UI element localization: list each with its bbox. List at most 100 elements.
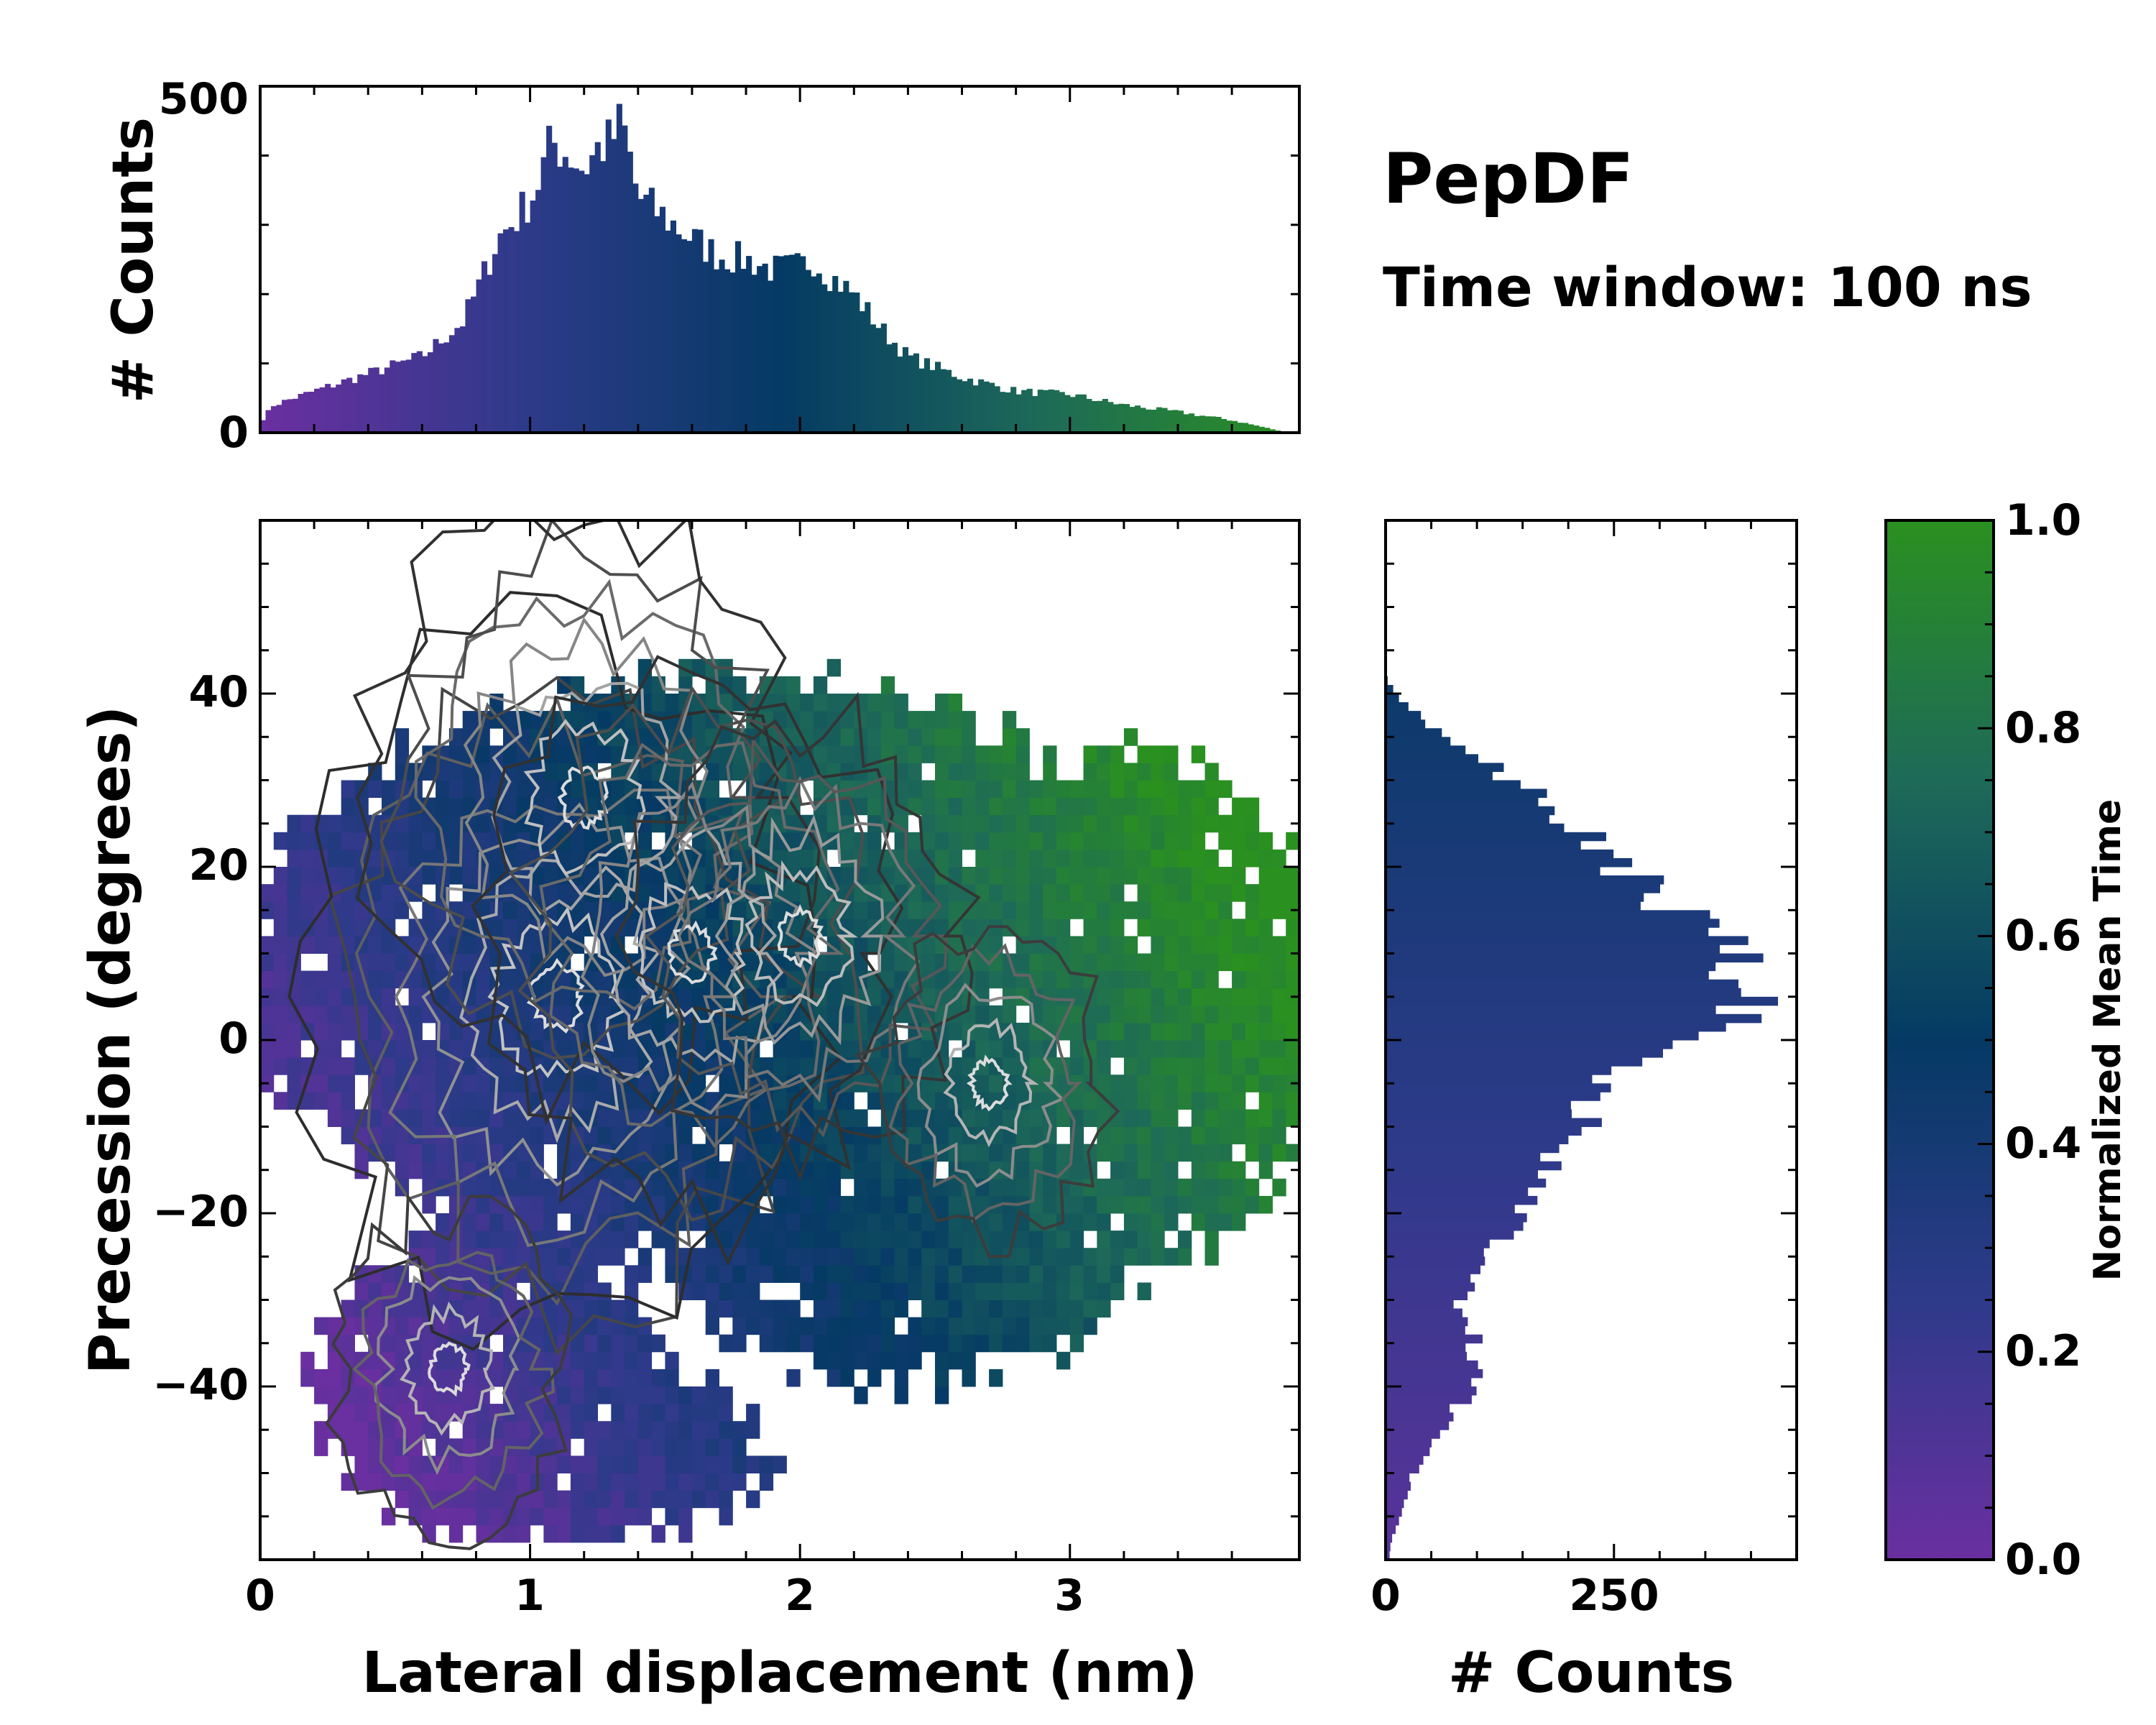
heatmap-cell — [1258, 1075, 1273, 1092]
heatmap-cell — [975, 745, 990, 763]
heatmap-cell — [719, 1300, 733, 1318]
heatmap-cell — [719, 1473, 733, 1491]
heatmap-cell — [921, 797, 936, 816]
heatmap-cell — [989, 970, 1003, 989]
top-histogram-bar — [735, 241, 742, 433]
top-histogram-bar — [379, 374, 385, 433]
heatmap-cell — [880, 1334, 895, 1353]
heatmap-cell — [1069, 1282, 1084, 1300]
heatmap-cell — [637, 658, 653, 677]
heatmap-cell — [719, 1421, 733, 1439]
heatmap-cell — [975, 867, 990, 885]
heatmap-cell — [1245, 797, 1260, 816]
top-histogram-bar — [271, 406, 277, 433]
heatmap-cell — [543, 1455, 558, 1473]
heatmap-cell — [611, 867, 625, 885]
heatmap-cell — [314, 1075, 328, 1092]
heatmap-cell — [948, 901, 962, 919]
heatmap-cell — [1029, 1178, 1044, 1197]
heatmap-cell — [557, 1248, 571, 1266]
heatmap-cell — [1272, 1022, 1286, 1041]
heatmap-cell — [1232, 1075, 1246, 1092]
heatmap-cell — [1218, 953, 1233, 972]
heatmap-contour — [463, 617, 709, 978]
heatmap-cell — [854, 1005, 868, 1024]
heatmap-cell — [908, 1057, 922, 1075]
heatmap-cell — [1151, 970, 1165, 989]
cb-tick-label-0.8: 0.8 — [2005, 703, 2081, 753]
heatmap-cell — [584, 1438, 598, 1456]
heatmap-cell — [1218, 1092, 1233, 1110]
cb-tick-label-0.2: 0.2 — [2005, 1326, 2081, 1376]
heatmap-cell — [1069, 1144, 1084, 1162]
right-histogram-bar — [1386, 1144, 1560, 1154]
heatmap-cell — [786, 676, 801, 694]
heatmap-cell — [300, 901, 315, 919]
heatmap-cell — [625, 1507, 639, 1526]
heatmap-cell — [1232, 832, 1246, 850]
heatmap-cell — [1002, 763, 1017, 781]
heatmap-cell — [773, 1317, 787, 1335]
heatmap-cell — [921, 953, 936, 972]
heatmap-cell — [840, 1195, 854, 1214]
heatmap-cell — [1029, 936, 1044, 954]
heatmap-cell — [691, 1455, 706, 1473]
heatmap-cell — [854, 1161, 868, 1179]
heatmap-cell — [557, 1404, 571, 1422]
heatmap-cell — [1178, 797, 1192, 816]
heatmap-cell — [584, 1178, 598, 1197]
heatmap-cell — [1164, 1161, 1179, 1179]
heatmap-cell — [1043, 780, 1057, 799]
heatmap-cell — [1069, 1300, 1084, 1318]
heatmap-cell — [962, 867, 976, 885]
heatmap-cell — [462, 763, 476, 781]
heatmap-cell — [436, 988, 450, 1006]
heatmap-cell — [354, 1057, 369, 1075]
heatmap-cell — [1137, 780, 1151, 799]
heatmap-cell — [935, 763, 949, 781]
top-histogram-bar — [600, 161, 607, 433]
heatmap-cell — [422, 832, 436, 850]
heatmap-cell — [462, 953, 476, 972]
heatmap-cell — [786, 1248, 801, 1266]
heatmap-cell — [1286, 970, 1299, 989]
heatmap-cell — [921, 936, 936, 954]
heatmap-cell — [800, 1126, 814, 1145]
right-histogram-bar — [1386, 962, 1716, 972]
heatmap-cell — [1002, 797, 1017, 816]
heatmap-cell — [759, 1144, 774, 1162]
heatmap-cell — [637, 1334, 653, 1353]
top-histogram-bar — [1204, 416, 1211, 433]
heatmap-cell — [368, 1473, 382, 1491]
heatmap-cell — [732, 1438, 747, 1456]
right-histogram-bar — [1386, 1291, 1468, 1300]
heatmap-cell — [975, 763, 990, 781]
heatmap-cell — [570, 1524, 585, 1543]
heatmap-cell — [1191, 797, 1206, 816]
heatmap-cell — [800, 1092, 814, 1110]
heatmap-cell — [341, 797, 355, 816]
heatmap-cell — [1029, 988, 1044, 1006]
heatmap-cell — [1232, 1057, 1246, 1075]
heatmap-cell — [368, 1438, 382, 1456]
heatmap-cell — [826, 1230, 841, 1248]
heatmap-cell — [1110, 814, 1125, 833]
heatmap-cell — [489, 1213, 504, 1231]
heatmap-cell — [1015, 763, 1030, 781]
heatmap-cell — [476, 901, 490, 919]
heatmap-cell — [543, 1230, 558, 1248]
heatmap-cell — [1232, 988, 1246, 1006]
heatmap-cell — [436, 1404, 450, 1422]
heatmap-cell — [516, 1473, 531, 1491]
top-histogram-bar — [1134, 405, 1141, 433]
heatmap-cell — [786, 1300, 801, 1318]
heatmap-cell — [948, 832, 962, 850]
heatmap-cell — [1178, 1092, 1192, 1110]
heatmap-cell — [1002, 901, 1017, 919]
heatmap-cell — [408, 867, 423, 885]
heatmap-cell — [1151, 745, 1165, 763]
heatmap-cell — [1258, 1092, 1273, 1110]
heatmap-cell — [1258, 1126, 1273, 1145]
heatmap-cell — [300, 936, 315, 954]
heatmap-cell — [327, 988, 342, 1006]
